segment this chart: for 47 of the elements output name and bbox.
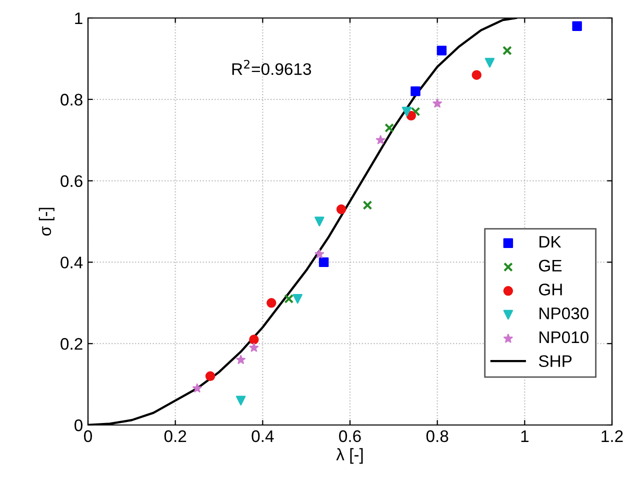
x-tick-label: 0.8 <box>426 430 448 442</box>
annotation: R$^{2}$=0.9613 <box>232 60 312 76</box>
legend-label: NP010 <box>540 331 588 344</box>
point <box>402 106 412 116</box>
legend-label: SHP <box>538 355 572 368</box>
legend-label: DK <box>540 236 562 248</box>
y-tick-label: 0 <box>74 419 82 432</box>
point <box>292 294 302 304</box>
point <box>236 396 246 406</box>
x-tick-label: 0.2 <box>164 430 186 442</box>
point <box>410 86 420 96</box>
x-tick-label: 0 <box>84 430 92 442</box>
point <box>284 294 294 304</box>
point <box>249 334 259 344</box>
point <box>318 257 329 268</box>
x-tick-label: 0.6 <box>339 430 361 442</box>
y-tick-label: 0.8 <box>60 94 82 106</box>
point <box>502 46 512 56</box>
point <box>314 216 324 226</box>
point <box>336 204 346 214</box>
point <box>362 200 372 210</box>
point <box>236 355 246 364</box>
point <box>384 123 394 133</box>
y-tick-label: 1 <box>75 12 82 24</box>
y-axis-title: σ [-] <box>38 208 54 236</box>
point <box>249 342 259 352</box>
point <box>205 371 216 382</box>
point <box>472 70 482 80</box>
point <box>376 135 386 144</box>
point <box>432 98 442 108</box>
legend-label: GE <box>539 260 562 272</box>
y-tick-label: 0.2 <box>60 338 82 350</box>
x-tick-label: 1 <box>521 430 528 442</box>
point <box>484 58 495 68</box>
x-tick-label: 0.4 <box>252 430 274 442</box>
x-tick-label: 1.2 <box>602 430 623 442</box>
y-tick-label: 0.6 <box>60 175 82 188</box>
legend-label: NP030 <box>540 308 588 320</box>
point <box>410 106 420 116</box>
point <box>572 21 582 31</box>
point <box>314 249 324 258</box>
point <box>266 298 276 308</box>
point <box>192 384 202 392</box>
legend-label: GH <box>539 284 562 296</box>
y-tick-label: 0.4 <box>60 256 83 268</box>
x-axis-title: λ [-] <box>336 448 363 464</box>
point <box>436 46 447 56</box>
